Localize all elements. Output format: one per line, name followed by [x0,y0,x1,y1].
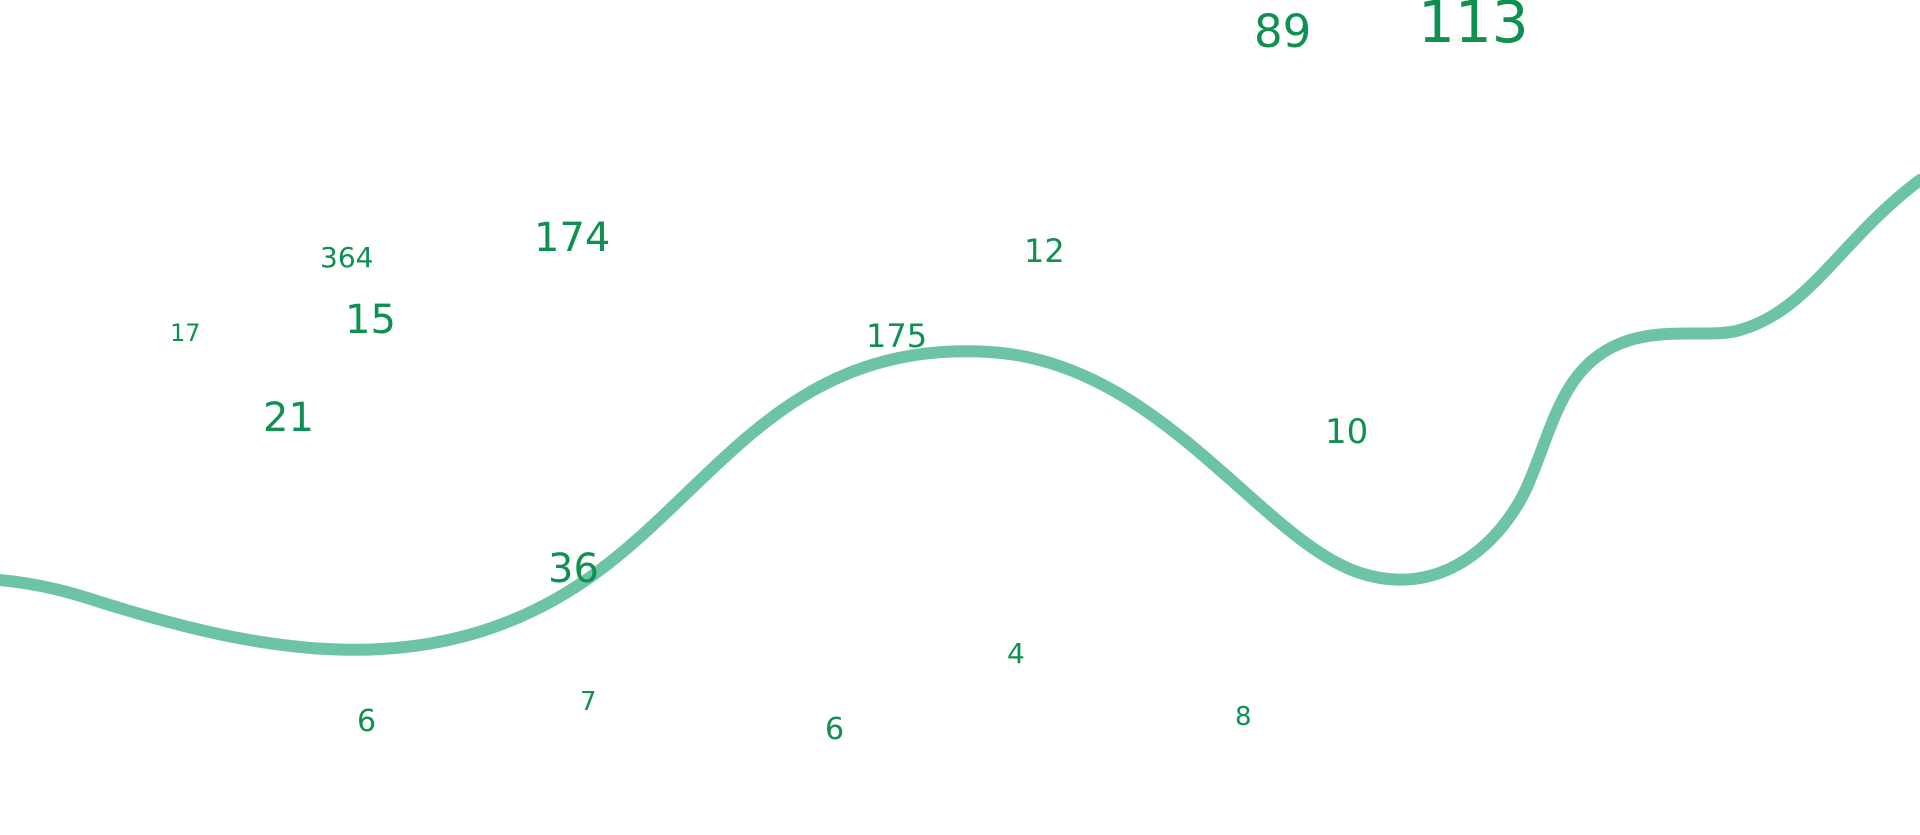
number-15: 15 [345,297,396,343]
number-364: 364 [320,241,374,274]
number-8: 8 [1235,702,1252,732]
number-4: 4 [1007,637,1025,670]
number-12: 12 [1024,232,1065,270]
number-6-left: 6 [357,704,377,739]
number-89: 89 [1254,5,1312,58]
number-10: 10 [1325,412,1369,452]
number-17: 17 [170,319,201,347]
number-36: 36 [548,546,599,592]
curve-path [0,174,1920,656]
number-6-center: 6 [825,712,845,747]
number-174: 174 [534,215,611,261]
number-21: 21 [263,395,314,441]
number-7: 7 [580,687,597,717]
number-175: 175 [866,317,928,355]
number-113: 113 [1418,0,1529,56]
